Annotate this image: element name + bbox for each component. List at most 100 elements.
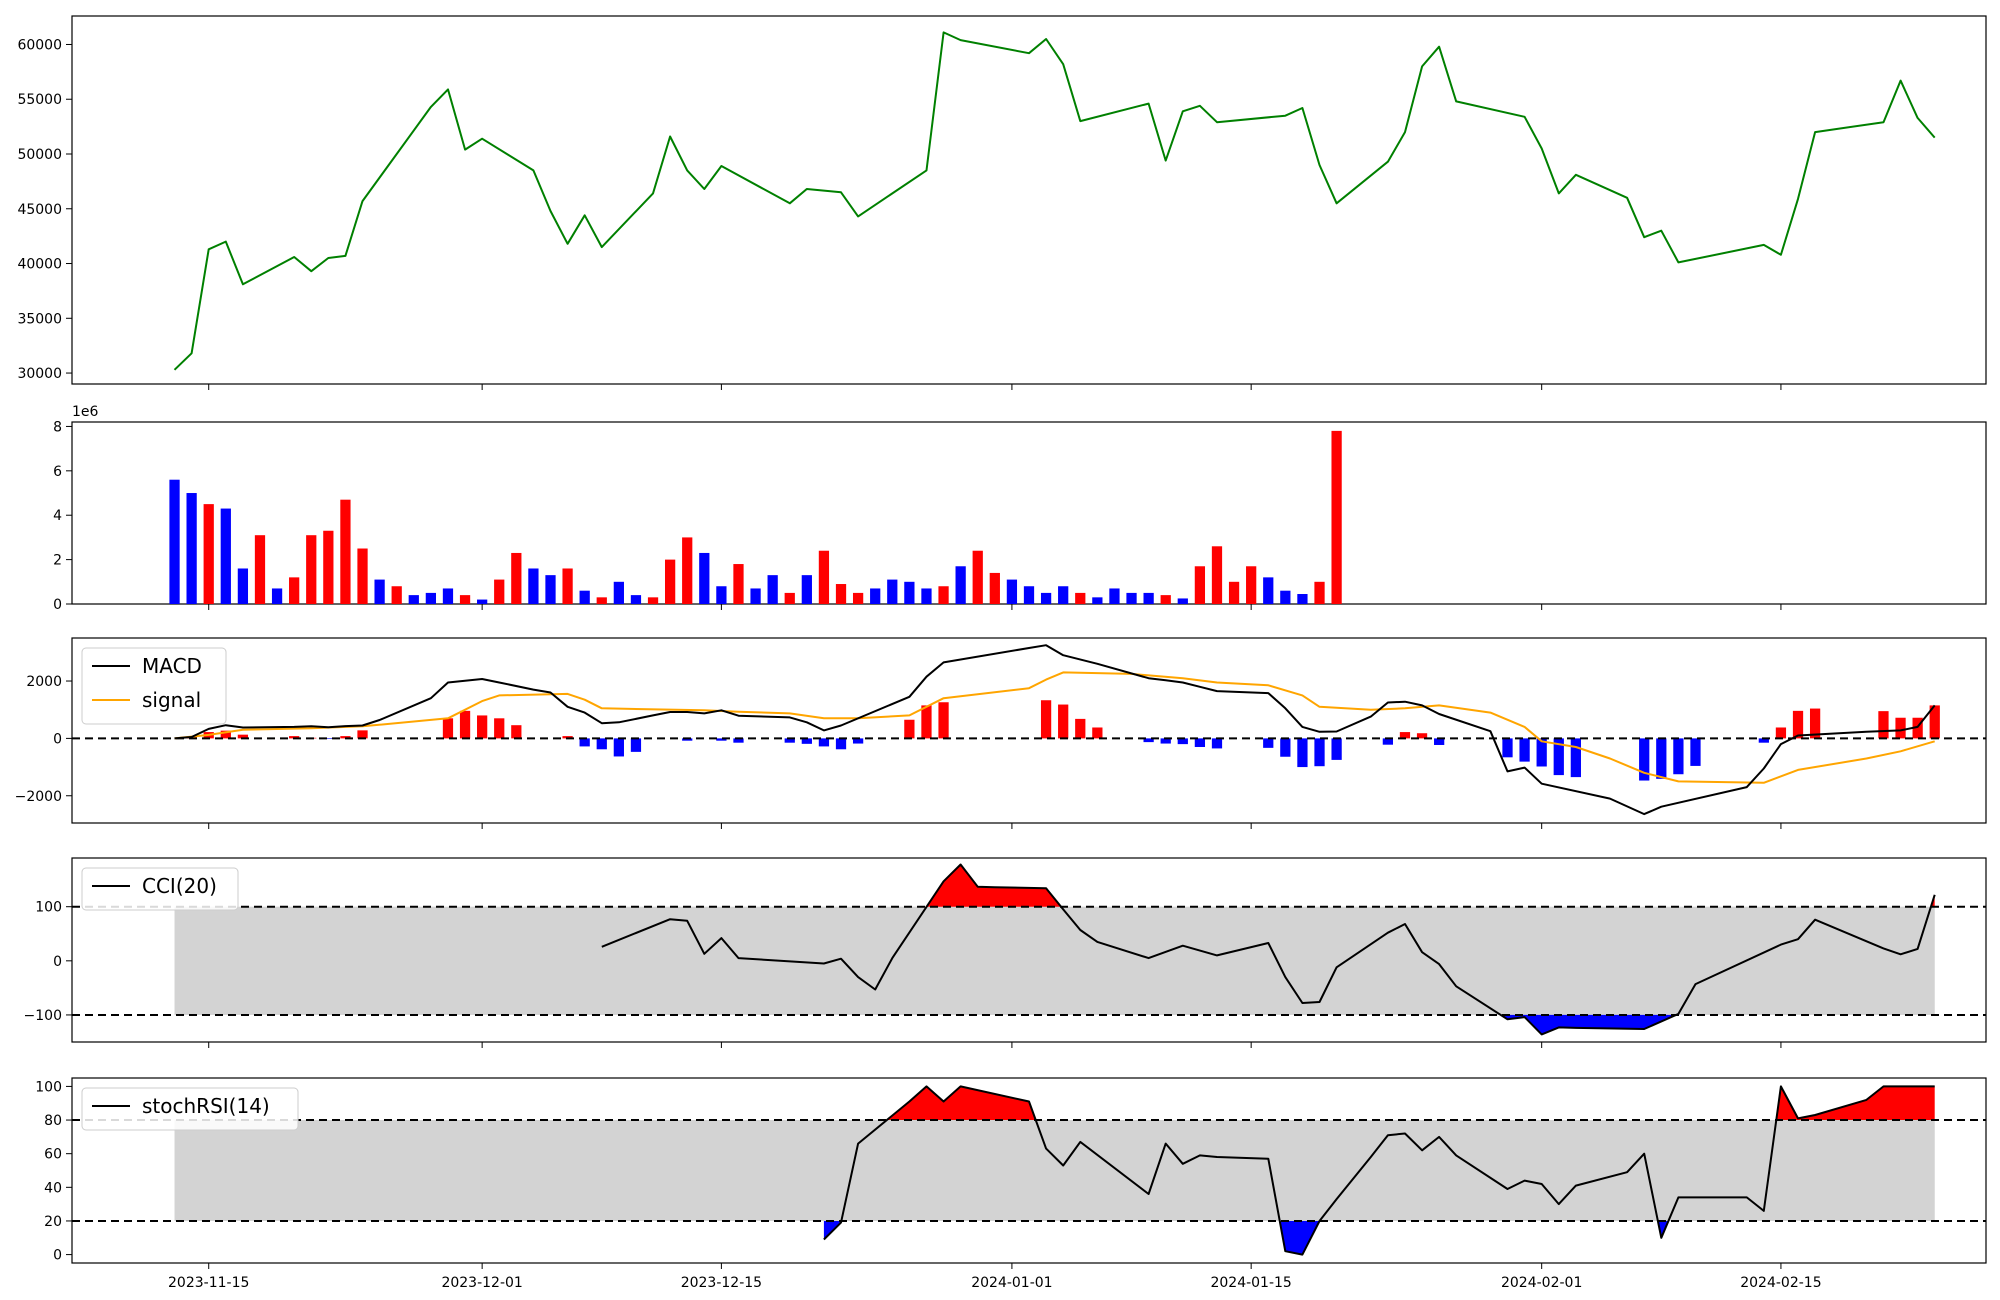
price-series-line: [173, 31, 1936, 371]
macd-histogram-bar: [938, 702, 949, 739]
macd-histogram-bar: [904, 719, 915, 739]
cci-legend-label: CCI(20): [142, 874, 217, 898]
macd-axes-frame: [71, 637, 1987, 824]
volume-bar: [1160, 595, 1171, 604]
volume-bar: [186, 493, 197, 604]
macd-histogram-bar: [459, 710, 471, 739]
volume-bar: [1058, 586, 1069, 604]
volume-bar: [1092, 597, 1103, 604]
volume-bar: [1006, 579, 1018, 604]
volume-bar: [408, 595, 419, 604]
macd-histogram-bar: [323, 738, 334, 739]
price-ytick-label: 35000: [17, 311, 62, 327]
volume-bar: [1297, 594, 1308, 604]
volume-ytick-label: 2: [53, 553, 62, 569]
macd-histogram-bar: [1656, 738, 1667, 779]
volume-bar: [562, 568, 573, 604]
stochrsi-oversold-fill: [1279, 1221, 1320, 1255]
volume-bar: [289, 577, 300, 604]
volume-bar: [220, 508, 231, 604]
macd-histogram-bar: [562, 736, 573, 739]
macd-histogram-bar: [1280, 738, 1291, 757]
volume-bar: [1143, 592, 1154, 604]
macd-histogram-bar: [1553, 738, 1564, 776]
volume-bar: [254, 535, 266, 604]
price-ytick-label: 30000: [17, 366, 62, 382]
volume-bar: [1109, 588, 1120, 604]
macd-histogram-bar: [1895, 717, 1906, 739]
macd-histogram-bar: [1434, 738, 1445, 745]
macd-histogram-bar: [1297, 738, 1308, 768]
macd-legend-label: signal: [142, 688, 201, 712]
volume-bar: [630, 595, 642, 604]
macd-histogram-bar: [733, 738, 744, 743]
macd-histogram-bar: [1263, 738, 1274, 748]
volume-bar: [596, 597, 607, 604]
volume-ytick-label: 4: [53, 508, 62, 524]
stochrsi-legend: stochRSI(14): [81, 1087, 299, 1131]
stochrsi-ytick-label: 20: [44, 1214, 62, 1230]
cci-ytick-label: 100: [35, 900, 62, 916]
price-axes-frame: [71, 15, 1987, 385]
volume-bar: [169, 479, 180, 604]
price-ytick-label: 60000: [17, 37, 62, 53]
volume-bar: [887, 579, 898, 604]
volume-bar: [767, 575, 778, 604]
macd-histogram-bar: [716, 738, 727, 741]
cci-line: [601, 863, 1936, 1036]
xtick-label: 2024-02-15: [1740, 1275, 1821, 1291]
macd-signal-line: [174, 671, 1935, 784]
volume-bar: [921, 588, 932, 604]
volume-bar: [989, 572, 1000, 604]
volume-bar: [391, 586, 402, 604]
volume-bar: [1280, 590, 1291, 604]
macd-ytick-label: 0: [53, 731, 62, 747]
volume-bar: [904, 581, 915, 604]
macd-histogram-bar: [1075, 718, 1086, 739]
volume-bar: [374, 579, 385, 604]
macd-histogram-bar: [357, 730, 368, 739]
volume-bar: [647, 597, 659, 604]
macd-histogram-bar: [1382, 738, 1394, 745]
volume-bar: [870, 588, 881, 604]
volume-bar: [716, 586, 727, 604]
macd-histogram-bar: [1775, 727, 1787, 739]
cci-oversold-fill: [1500, 1014, 1676, 1035]
macd-histogram-bar: [1058, 704, 1069, 739]
xtick-label: 2024-01-15: [1210, 1275, 1291, 1291]
xtick-label: 2024-02-01: [1501, 1275, 1582, 1291]
xtick-label: 2023-12-01: [441, 1275, 522, 1291]
volume-bar: [494, 579, 505, 604]
volume-bar: [1314, 581, 1325, 604]
macd-histogram-bar: [1639, 738, 1650, 781]
volume-bar: [852, 592, 864, 604]
macd-legend: MACD signal: [81, 647, 227, 725]
volume-bar: [784, 592, 795, 604]
macd-histogram-bar: [1758, 738, 1769, 743]
xtick-label: 2023-12-15: [681, 1275, 762, 1291]
volume-bar: [459, 595, 471, 604]
stochrsi-overbought-fill: [886, 1086, 1036, 1120]
macd-histogram-bar: [1570, 738, 1581, 778]
macd-histogram-bar: [613, 738, 624, 757]
macd-histogram-bar: [852, 738, 864, 744]
macd-histogram-bar: [784, 738, 795, 743]
volume-bar: [955, 566, 966, 604]
volume-bar: [511, 552, 522, 604]
volume-bar: [237, 568, 249, 604]
macd-histogram-bar: [494, 718, 505, 739]
macd-histogram-bar: [1399, 732, 1411, 739]
volume-bar: [750, 588, 761, 604]
price-ytick-label: 50000: [17, 147, 62, 163]
volume-bar: [528, 568, 539, 604]
macd-histogram-bar: [1690, 738, 1701, 766]
volume-bar: [733, 564, 744, 604]
volume-bar: [442, 588, 454, 604]
volume-bar: [1263, 577, 1274, 604]
volume-bar: [682, 537, 693, 604]
price-ytick-label: 45000: [17, 202, 62, 218]
macd-histogram-bar: [1160, 738, 1171, 744]
macd-histogram-bar: [1929, 705, 1940, 739]
volume-ytick-label: 6: [53, 464, 62, 480]
